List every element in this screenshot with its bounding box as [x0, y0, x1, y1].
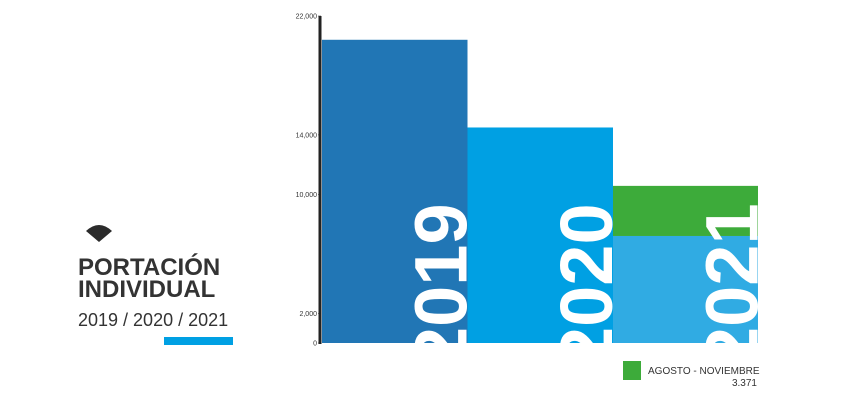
legend-label: AGOSTO - NOVIEMBRE	[648, 366, 760, 377]
icon	[86, 225, 112, 242]
bar	[467, 127, 613, 343]
plot: 2019 2020 2021	[322, 39, 774, 368]
y-tick-label: 10,000	[296, 192, 318, 199]
y-axis	[318, 16, 322, 344]
y-tick-label: 2,000	[299, 311, 317, 318]
y-tick-label: 14,000	[296, 132, 318, 139]
y-tick-label: 0	[313, 341, 317, 348]
y-tick-label: 22,000	[296, 14, 318, 21]
bar	[322, 39, 468, 343]
title-line: PORTACIÓN	[78, 253, 220, 281]
bar	[613, 235, 758, 343]
bar	[613, 185, 758, 236]
legend-swatch	[623, 361, 641, 380]
subtitle: 2019 / 2020 / 2021	[78, 310, 228, 330]
accent-bar	[164, 337, 233, 345]
title-line: INDIVIDUAL	[78, 276, 215, 303]
legend-value: 3.371	[732, 378, 757, 389]
category-label: 2021	[691, 203, 774, 368]
